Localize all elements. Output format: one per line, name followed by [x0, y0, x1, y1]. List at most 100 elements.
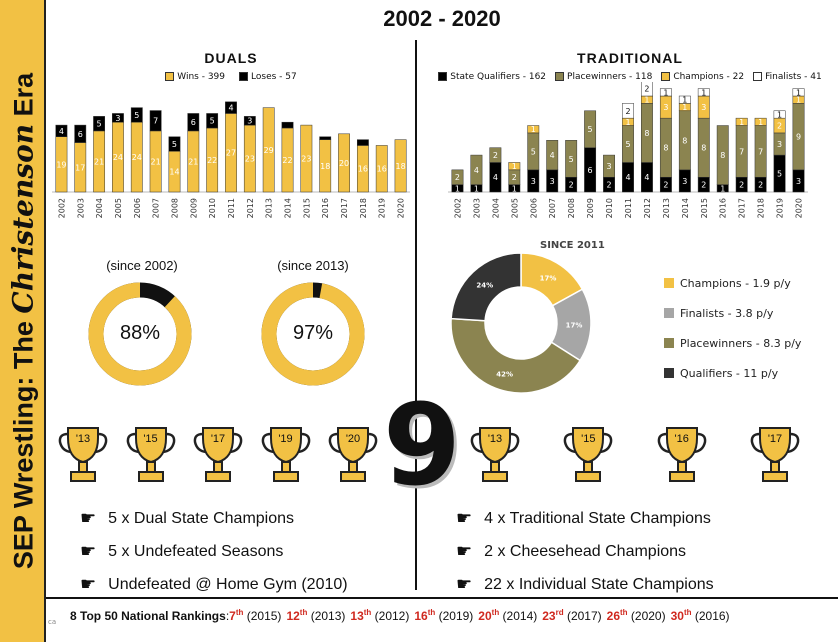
data-label: 7	[758, 147, 763, 156]
pie-legend-finalists: Finalists - 3.8 p/y	[664, 298, 801, 328]
data-label: 1	[739, 118, 744, 127]
ranking-item: 20th (2014)	[478, 608, 538, 623]
x-tick-label: 2013	[265, 198, 274, 218]
bar-segment	[375, 145, 388, 193]
x-tick-label: 2007	[152, 198, 161, 218]
x-tick-label: 2012	[643, 198, 652, 218]
trophy-icon: '17	[750, 424, 800, 486]
bar-segment	[225, 101, 237, 114]
fact-item: ☛ 2 x Cheesehead Champions	[456, 541, 687, 561]
data-label: 3	[115, 114, 120, 123]
data-label: 3	[607, 162, 612, 171]
x-tick-label: 2014	[284, 198, 293, 218]
donut-1-value: 88%	[119, 322, 161, 344]
trophy-year-label: '17	[210, 433, 226, 445]
trophy-icon: '17	[193, 424, 243, 486]
data-label: 2	[663, 181, 668, 190]
x-tick-label: 2012	[246, 198, 255, 218]
pie-slice	[450, 317, 582, 394]
pie-slice-label: 24%	[476, 281, 493, 289]
x-tick-label: 2010	[208, 198, 217, 218]
data-label: 3	[663, 103, 668, 112]
x-tick-label: 2006	[529, 198, 538, 218]
data-label: 5	[588, 125, 593, 134]
data-label: 4	[228, 104, 233, 113]
big-number: 9	[383, 381, 461, 511]
data-label: 4	[625, 173, 630, 182]
x-tick-label: 2008	[170, 198, 179, 218]
data-label: 5	[97, 120, 102, 129]
traditional-bar-chart: 1 2 2002 1 4 2003 4 2 2004 1 2 1 2005 3 5 1 2006 3 4 2007 2 5…	[448, 82, 808, 218]
win-percentage-donut-2013	[261, 282, 365, 386]
data-label: 1	[796, 96, 801, 105]
facts-left: ☛ 5 x Dual State Champions ☛ 5 x Undefeate…	[80, 502, 348, 601]
bar-segment	[773, 110, 786, 119]
trophy-year-label: '20	[345, 433, 361, 445]
x-tick-label: 2016	[321, 198, 330, 218]
pointing-hand-icon: ☛	[80, 508, 97, 528]
bar-segment	[281, 121, 294, 129]
data-label: 14	[169, 168, 179, 177]
data-label: 23	[301, 155, 311, 164]
legend-item-placewinners: Placewinners - 118	[555, 72, 652, 82]
data-label: 2	[569, 181, 574, 190]
data-label: 2	[777, 122, 782, 131]
data-label: 5	[625, 140, 630, 149]
data-label: 4	[493, 173, 498, 182]
trophy-icon: '19	[261, 424, 311, 486]
bar-segment	[394, 139, 407, 193]
data-label: 1	[777, 110, 782, 119]
x-tick-label: 2007	[548, 198, 557, 218]
bar-segment	[300, 124, 313, 193]
data-label: 7	[739, 147, 744, 156]
bar-segment	[735, 117, 748, 126]
ranking-item: 12th (2013)	[286, 608, 346, 623]
x-tick-label: 2005	[114, 198, 123, 218]
data-label: 3	[701, 103, 706, 112]
x-tick-label: 2011	[624, 198, 633, 218]
data-label: 5	[172, 140, 177, 149]
pie-slice-label: 42%	[496, 370, 513, 378]
x-tick-label: 2008	[567, 198, 576, 218]
x-tick-label: 2009	[586, 198, 595, 218]
trophy-icon: '13	[470, 424, 520, 486]
data-label: 8	[644, 129, 649, 138]
x-tick-label: 2003	[76, 198, 85, 218]
bar-segment	[187, 113, 200, 132]
trophy-year-label: '16	[674, 433, 689, 445]
donut-value-arc	[88, 282, 192, 386]
x-tick-label: 2014	[681, 198, 690, 218]
pointing-hand-icon: ☛	[456, 541, 473, 561]
bar-segment	[319, 136, 332, 140]
pie-slice-label: 17%	[566, 322, 583, 330]
data-label: 1	[531, 125, 536, 134]
x-tick-label: 2003	[472, 198, 481, 218]
data-label: 1	[644, 96, 649, 105]
fact-item: ☛ 5 x Dual State Champions	[80, 508, 295, 528]
corner-mark: ca	[48, 618, 57, 626]
traditional-title: TRADITIONAL	[577, 50, 683, 66]
data-label: 3	[777, 140, 782, 149]
x-tick-label: 2019	[378, 198, 387, 218]
data-label: 21	[151, 157, 161, 166]
data-label: 19	[56, 160, 66, 169]
pointing-hand-icon: ☛	[456, 508, 473, 528]
trophy-year-label: '19	[278, 433, 293, 445]
bar-segment	[243, 116, 256, 126]
data-label: 3	[682, 177, 687, 186]
donut-2-caption: (since 2013)	[277, 258, 349, 273]
traditional-legend: State Qualifiers - 162 Placewinners - 11…	[438, 72, 822, 82]
data-label: 2	[493, 151, 498, 160]
trophy-row-traditional: '13 '15 '16 '17	[470, 424, 800, 486]
data-label: 8	[663, 144, 668, 153]
pie-legend-champions: Champions - 1.9 p/y	[664, 268, 801, 298]
data-label: 4	[550, 151, 555, 160]
data-label: 1	[758, 118, 763, 127]
data-label: 6	[588, 166, 593, 175]
bar-segment	[603, 154, 615, 178]
data-label: 5	[531, 147, 536, 156]
data-label: 5	[210, 117, 215, 126]
bar-segment	[168, 136, 181, 152]
fact-item: ☛ 22 x Individual State Champions	[456, 574, 714, 594]
data-label: 4	[644, 173, 649, 182]
